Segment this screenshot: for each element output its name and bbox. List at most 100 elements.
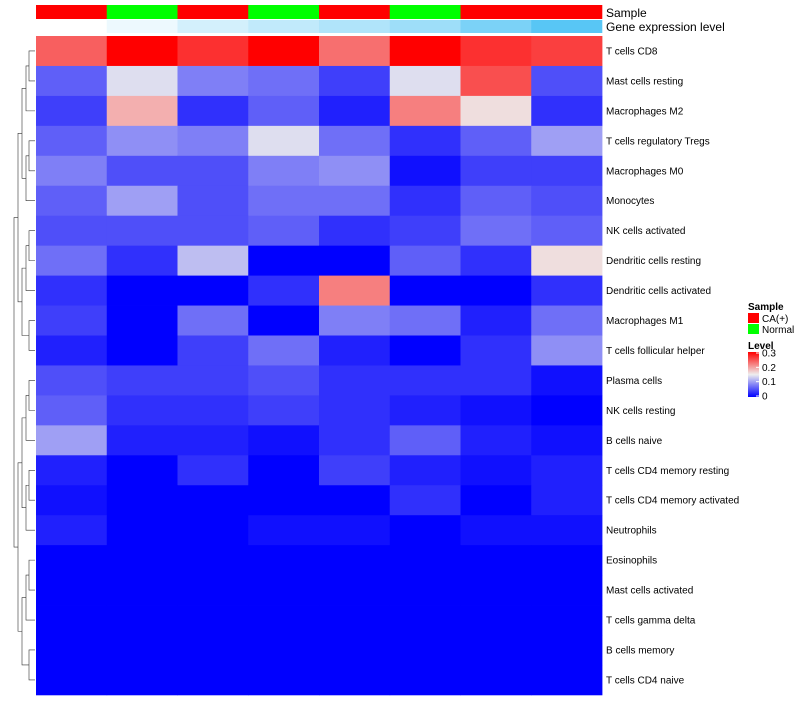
heatmap-cell bbox=[177, 425, 249, 456]
dendrogram-branch bbox=[28, 320, 35, 351]
heatmap-cell bbox=[460, 215, 532, 247]
heatmap-cell bbox=[319, 425, 391, 456]
heatmap-cell bbox=[531, 664, 603, 696]
heatmap-cell bbox=[531, 605, 603, 636]
heatmap-cell bbox=[36, 335, 108, 366]
heatmap-cell bbox=[177, 275, 249, 306]
heatmap-cell bbox=[106, 125, 178, 157]
dendrogram-branch bbox=[28, 140, 35, 172]
legend-sample-entries: CA(+)Normal bbox=[748, 313, 794, 336]
heatmap-cell bbox=[248, 515, 320, 546]
heatmap-cell bbox=[177, 635, 249, 666]
row-label: Macrophages M2 bbox=[606, 106, 684, 117]
heatmap-cell bbox=[531, 575, 603, 606]
heatmap-cell bbox=[36, 305, 108, 336]
heatmap-cell bbox=[460, 275, 532, 306]
heatmap-cell bbox=[531, 485, 603, 516]
heatmap-cell bbox=[319, 455, 391, 486]
sample-annotation-cell bbox=[531, 5, 603, 19]
heatmap-cell bbox=[106, 215, 178, 247]
heatmap-cell bbox=[389, 515, 461, 546]
row-label: Plasma cells bbox=[606, 376, 662, 387]
heatmap-cell bbox=[531, 515, 603, 546]
heatmap-cell bbox=[319, 215, 391, 247]
heatmap-cell bbox=[106, 545, 178, 576]
heatmap-cell bbox=[319, 275, 391, 306]
heatmap-cell bbox=[177, 485, 249, 516]
row-label: T cells CD4 naive bbox=[606, 675, 685, 686]
heatmap-cell bbox=[106, 65, 178, 97]
heatmap-cell bbox=[389, 425, 461, 456]
heatmap-cell bbox=[248, 155, 320, 187]
heatmap-cell bbox=[460, 305, 532, 336]
heatmap-cell bbox=[319, 365, 391, 396]
heatmap-cell bbox=[248, 215, 320, 247]
heatmap-cell bbox=[460, 575, 532, 606]
heatmap-cell bbox=[36, 485, 108, 516]
heatmap-cell bbox=[389, 635, 461, 666]
heatmap-cell bbox=[36, 515, 108, 546]
heatmap-cell bbox=[36, 95, 108, 127]
heatmap-cell bbox=[106, 664, 178, 696]
heatmap-cell bbox=[460, 125, 532, 157]
heatmap-cell bbox=[531, 36, 603, 67]
heatmap-cell bbox=[248, 485, 320, 516]
heatmap-cell bbox=[319, 515, 391, 546]
heatmap-cell bbox=[177, 335, 249, 366]
heatmap-cell bbox=[319, 485, 391, 516]
legend-tick-label: 0 bbox=[762, 392, 768, 403]
heatmap-cell bbox=[106, 335, 178, 366]
row-label: B cells memory bbox=[606, 645, 674, 656]
expression-annotation-cell bbox=[177, 20, 249, 33]
heatmap-cell bbox=[460, 605, 532, 636]
heatmap-cell bbox=[460, 95, 532, 127]
heatmap-cell bbox=[389, 125, 461, 157]
row-label: Mast cells resting bbox=[606, 76, 683, 87]
heatmap-cell bbox=[389, 605, 461, 636]
legend-tick-label: 0.2 bbox=[762, 363, 776, 374]
legend: Sample CA(+)Normal Level 0.3 0.2 0.1 0 bbox=[748, 302, 794, 403]
row-label: Eosinophils bbox=[606, 556, 657, 567]
heatmap-cell bbox=[319, 395, 391, 426]
heatmap-cell bbox=[248, 125, 320, 157]
dendrogram-branch bbox=[28, 380, 35, 411]
heatmap-cell bbox=[36, 155, 108, 187]
heatmap-cell bbox=[36, 545, 108, 576]
row-label: T cells follicular helper bbox=[606, 346, 705, 357]
heatmap-cell bbox=[460, 515, 532, 546]
heatmap-cell bbox=[248, 95, 320, 127]
row-label: Macrophages M0 bbox=[606, 166, 684, 177]
heatmap-cell bbox=[177, 515, 249, 546]
heatmap-cell bbox=[106, 395, 178, 426]
legend-sample-title: Sample bbox=[748, 302, 784, 313]
heatmap-cell bbox=[389, 455, 461, 486]
heatmap-cell bbox=[36, 245, 108, 276]
heatmap-cell bbox=[389, 305, 461, 336]
heatmap-cell bbox=[106, 605, 178, 636]
heatmap-cell bbox=[36, 635, 108, 666]
heatmap-cell bbox=[177, 365, 249, 396]
heatmap-cell bbox=[319, 605, 391, 636]
dendrogram-branch bbox=[28, 50, 35, 82]
heatmap-cell bbox=[531, 425, 603, 456]
row-label: Dendritic cells resting bbox=[606, 256, 701, 267]
heatmap-cell bbox=[177, 185, 249, 217]
heatmap-cell bbox=[319, 65, 391, 97]
heatmap-cell bbox=[389, 395, 461, 426]
heatmap-cell bbox=[389, 365, 461, 396]
heatmap-cell bbox=[177, 65, 249, 97]
heatmap-cell bbox=[248, 65, 320, 97]
heatmap-cell bbox=[248, 185, 320, 217]
row-label: T cells regulatory Tregs bbox=[606, 136, 710, 147]
heatmap-cell bbox=[460, 664, 532, 696]
dendrogram-branch bbox=[28, 469, 35, 501]
heatmap-cell bbox=[389, 185, 461, 217]
heatmap-cell bbox=[248, 425, 320, 456]
heatmap-cell bbox=[460, 365, 532, 396]
heatmap-cell bbox=[36, 395, 108, 426]
heatmap-cell bbox=[460, 65, 532, 97]
heatmap-cell bbox=[106, 155, 178, 187]
row-label: NK cells resting bbox=[606, 406, 675, 417]
heatmap-cell bbox=[177, 155, 249, 187]
heatmap-cell bbox=[319, 545, 391, 576]
